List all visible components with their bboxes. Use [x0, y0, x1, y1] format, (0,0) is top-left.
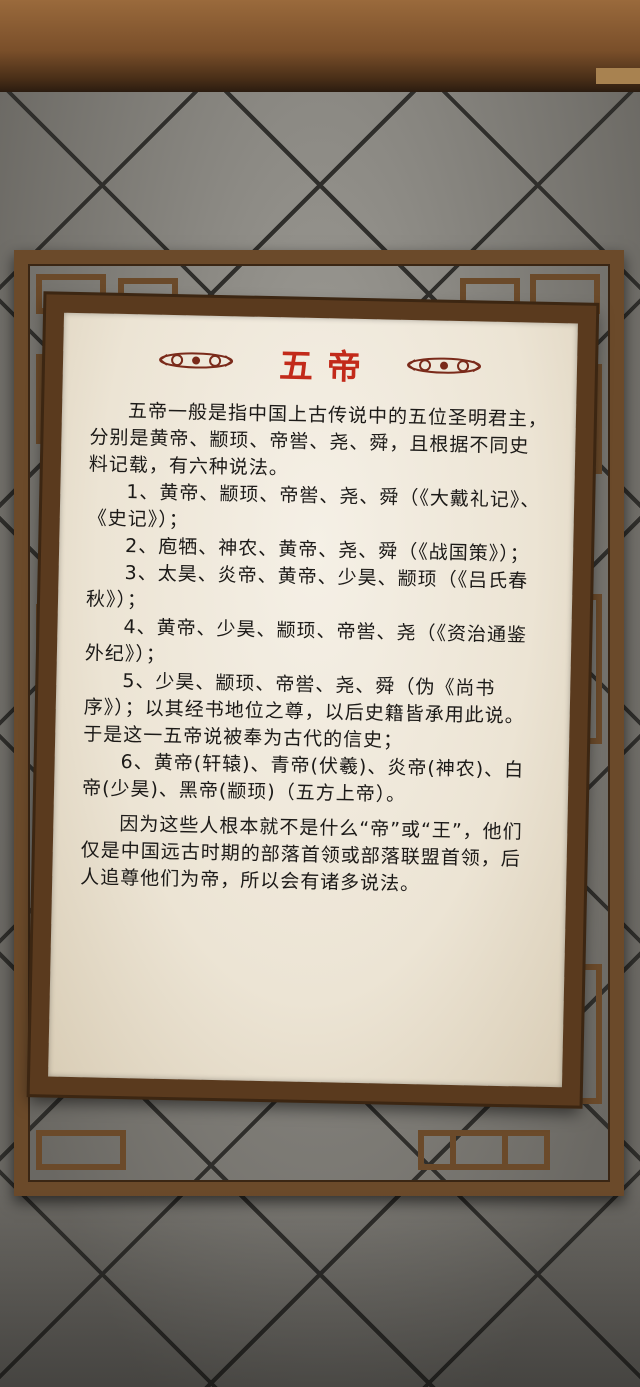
list-item: 4、黄帝、少昊、颛顼、帝喾、尧（《资治通鉴外纪》）； — [84, 616, 528, 666]
sign-title: 五帝 — [278, 345, 376, 388]
sign-panel: 五帝 五帝一般是指中国上古传说中的五位圣明君主，分别是黄帝、颛顼、帝喾、尧、舜，… — [48, 312, 578, 1088]
list-item: 1、黄帝、颛顼、帝喾、尧、舜（《大戴礼记》、《史记》）； — [87, 481, 541, 532]
scroll-ornament-right-icon — [407, 357, 482, 374]
list-item: 3、太昊、炎帝、黄帝、少昊、颛顼（《吕氏春秋》）； — [85, 562, 529, 612]
title-row: 五帝 — [91, 335, 550, 391]
closing-paragraph: 因为这些人根本就不是什么“帝”或“王”，他们仅是中国远古时期的部落首领或部落联盟… — [80, 812, 523, 896]
scroll-ornament-left-icon — [159, 352, 234, 369]
lattice-fret-bottom-left — [36, 1130, 126, 1170]
lower-shadow — [0, 1187, 640, 1387]
lattice-fret-bottom-mid — [418, 1130, 508, 1170]
wooden-beam — [0, 0, 640, 92]
beam-bracket — [596, 68, 640, 84]
list-item: 5、少昊、颛顼、帝喾、尧、舜（伪《尚书序》）；以其经书地位之尊，以后史籍皆承用此… — [83, 670, 525, 752]
sign-frame: 五帝 五帝一般是指中国上古传说中的五位圣明君主，分别是黄帝、颛顼、帝喾、尧、舜，… — [29, 294, 597, 1106]
intro-paragraph: 五帝一般是指中国上古传说中的五位圣明君主，分别是黄帝、颛顼、帝喾、尧、舜，且根据… — [88, 400, 549, 480]
list-item: 6、黄帝(轩辕)、青帝(伏羲)、炎帝(神农)、白帝(少昊)、黑帝(颛顼)（五方上… — [81, 750, 525, 806]
